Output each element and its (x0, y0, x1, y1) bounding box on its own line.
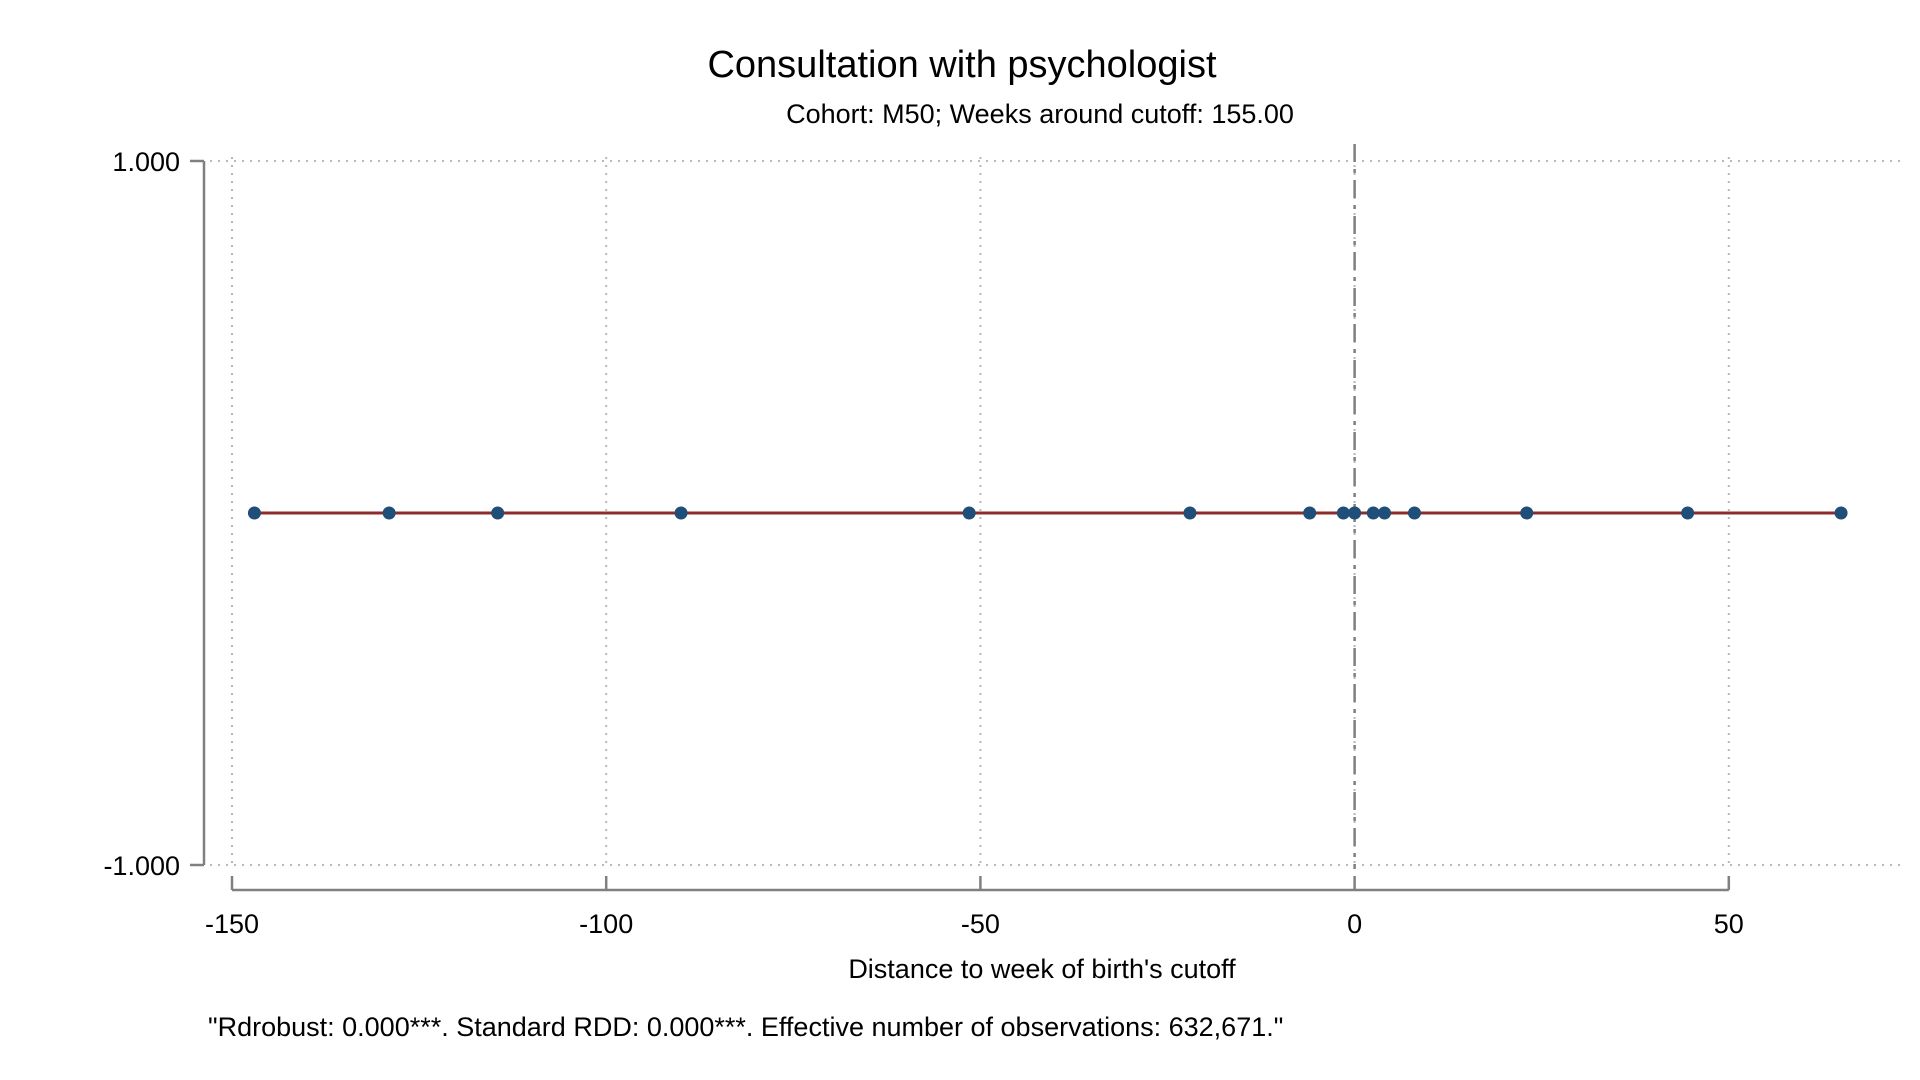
data-point (1407, 506, 1421, 520)
axes: 1.000 -1.000 -150 -100 -50 0 50 (103, 147, 1743, 939)
data-point (247, 506, 261, 520)
data-point (1183, 506, 1197, 520)
data-point (1378, 506, 1392, 520)
data-point (1348, 506, 1362, 520)
data-point (1520, 506, 1534, 520)
data-point (1834, 506, 1848, 520)
data-point (962, 506, 976, 520)
x-tick-label: -100 (579, 909, 633, 939)
series (247, 506, 1848, 520)
data-point (1681, 506, 1695, 520)
data-point (491, 506, 505, 520)
x-tick-label: 50 (1714, 909, 1744, 939)
x-tick-label: -150 (205, 909, 259, 939)
data-point (382, 506, 396, 520)
x-tick-label: -50 (961, 909, 1000, 939)
x-axis-title: Distance to week of birth's cutoff (848, 954, 1236, 984)
data-point (1366, 506, 1380, 520)
chart-subtitle: Cohort: M50; Weeks around cutoff: 155.00 (786, 99, 1294, 129)
data-point (1336, 506, 1350, 520)
chart-title: Consultation with psychologist (707, 44, 1216, 86)
grid (210, 157, 1900, 869)
chart-note: "Rdrobust: 0.000***. Standard RDD: 0.000… (208, 1012, 1283, 1042)
y-tick-label: -1.000 (103, 851, 180, 881)
x-tick-label: 0 (1347, 909, 1362, 939)
data-point (674, 506, 688, 520)
y-tick-label: 1.000 (112, 147, 180, 177)
data-point (1303, 506, 1317, 520)
